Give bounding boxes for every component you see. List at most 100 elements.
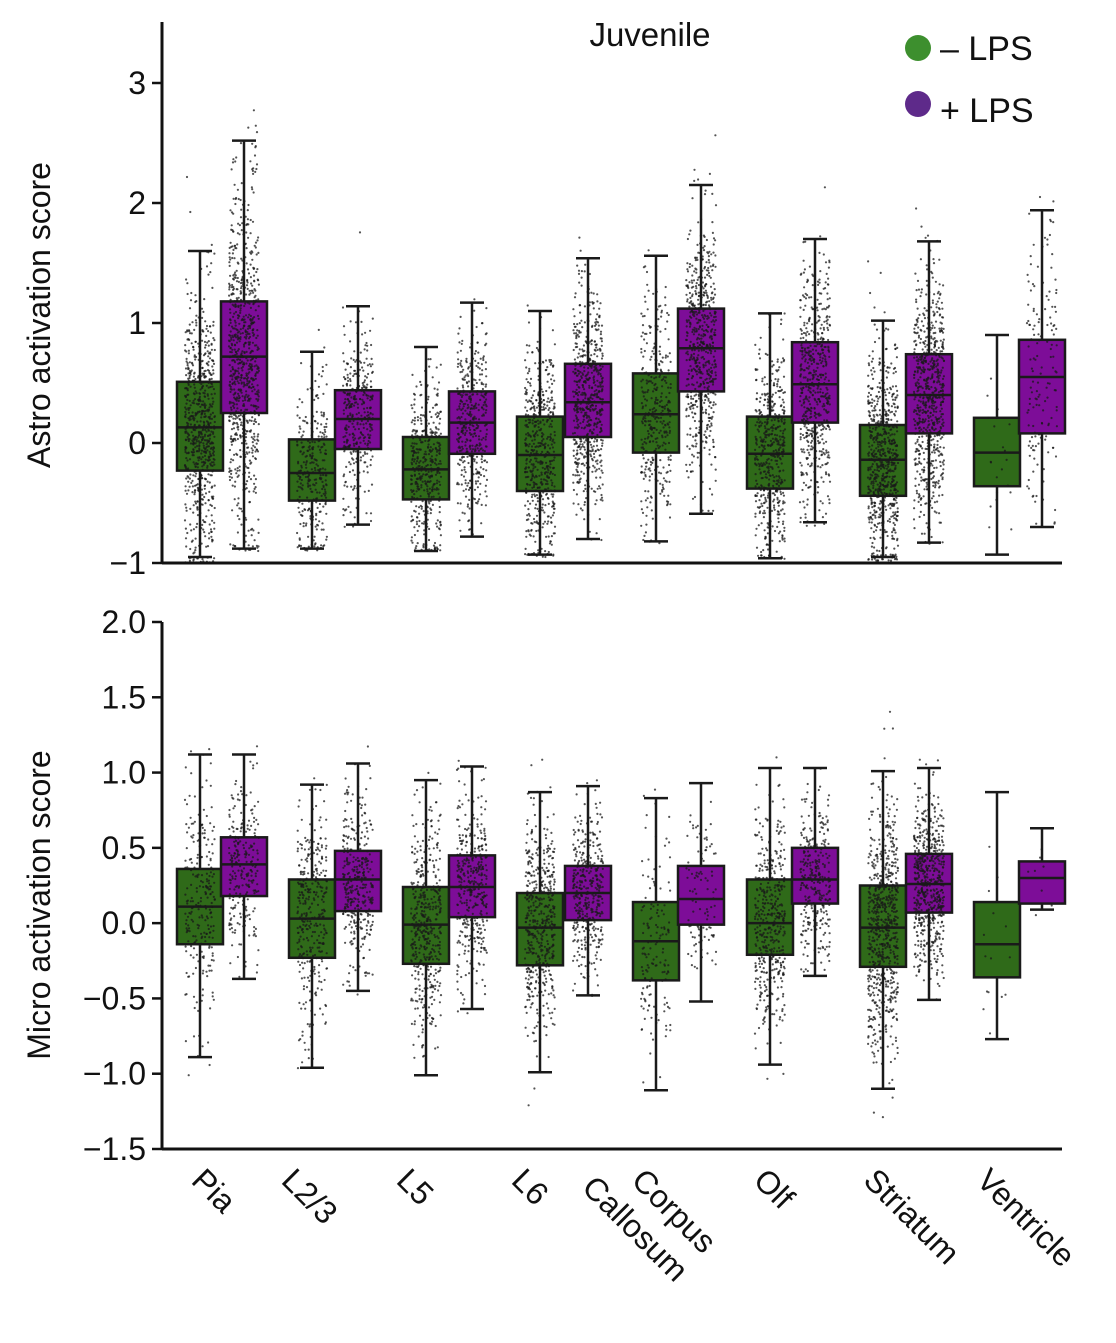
data-point bbox=[885, 417, 888, 421]
data-point bbox=[367, 489, 370, 492]
data-point bbox=[323, 494, 327, 497]
data-point bbox=[242, 257, 245, 260]
data-point bbox=[304, 475, 307, 479]
data-point bbox=[419, 380, 422, 383]
data-point bbox=[212, 320, 215, 323]
data-point bbox=[244, 314, 248, 317]
data-point bbox=[1010, 528, 1013, 531]
data-point bbox=[233, 343, 236, 346]
data-point bbox=[781, 451, 784, 454]
data-point bbox=[249, 367, 252, 370]
data-point bbox=[471, 444, 474, 447]
data-point bbox=[431, 376, 434, 379]
data-point bbox=[891, 395, 894, 398]
data-point bbox=[243, 264, 246, 267]
data-point bbox=[353, 401, 357, 404]
data-point bbox=[659, 373, 662, 376]
data-point bbox=[875, 549, 879, 552]
data-point bbox=[552, 511, 556, 514]
micro-box-l5-minus-lps bbox=[401, 778, 451, 1077]
data-point bbox=[754, 473, 757, 476]
data-point bbox=[547, 502, 550, 505]
data-point bbox=[781, 455, 784, 458]
data-point bbox=[254, 360, 257, 363]
data-point bbox=[236, 261, 239, 264]
data-point bbox=[193, 386, 196, 389]
data-point bbox=[254, 450, 257, 453]
data-point bbox=[248, 385, 251, 388]
data-point bbox=[322, 505, 325, 508]
data-point bbox=[759, 488, 762, 492]
data-point bbox=[649, 426, 652, 429]
data-point bbox=[205, 362, 208, 365]
data-point bbox=[434, 413, 437, 416]
data-point bbox=[317, 373, 321, 376]
data-point bbox=[524, 386, 527, 390]
data-point bbox=[358, 368, 361, 371]
data-point bbox=[660, 315, 663, 318]
data-point bbox=[184, 430, 187, 433]
data-point bbox=[210, 530, 213, 534]
data-point bbox=[234, 354, 237, 357]
data-point bbox=[649, 501, 652, 504]
data-point bbox=[321, 467, 324, 470]
data-point bbox=[199, 511, 202, 515]
data-point bbox=[642, 417, 645, 421]
data-point bbox=[533, 389, 536, 393]
data-point bbox=[534, 420, 538, 423]
data-point bbox=[551, 399, 554, 402]
data-point bbox=[770, 509, 774, 512]
data-point bbox=[246, 218, 249, 221]
data-point bbox=[780, 418, 783, 421]
data-point bbox=[208, 450, 211, 453]
data-point bbox=[418, 437, 421, 440]
data-point bbox=[342, 384, 345, 387]
data-point bbox=[310, 543, 313, 546]
data-point bbox=[778, 499, 781, 502]
data-point bbox=[867, 260, 870, 263]
data-point bbox=[322, 545, 325, 548]
data-point bbox=[871, 558, 874, 561]
data-point bbox=[553, 525, 557, 528]
data-point bbox=[661, 434, 664, 437]
data-point bbox=[255, 131, 259, 134]
data-point bbox=[188, 417, 191, 420]
data-point bbox=[550, 459, 554, 462]
data-point bbox=[369, 406, 372, 409]
data-point bbox=[211, 385, 214, 388]
data-point bbox=[439, 523, 442, 526]
data-point bbox=[657, 318, 660, 321]
data-point bbox=[989, 461, 993, 464]
data-point bbox=[527, 475, 530, 478]
data-point bbox=[426, 463, 429, 467]
data-point bbox=[782, 406, 786, 409]
data-point bbox=[663, 376, 666, 379]
data-point bbox=[867, 395, 870, 398]
data-point bbox=[439, 475, 443, 478]
data-point bbox=[537, 411, 541, 414]
data-point bbox=[546, 471, 549, 474]
data-point bbox=[201, 523, 204, 527]
data-point bbox=[439, 460, 442, 463]
data-point bbox=[867, 442, 870, 445]
data-point bbox=[779, 488, 782, 491]
data-point bbox=[343, 509, 347, 512]
data-point bbox=[778, 457, 782, 460]
data-point bbox=[878, 409, 882, 412]
data-point bbox=[881, 533, 884, 536]
data-point bbox=[309, 484, 312, 487]
data-point bbox=[553, 456, 556, 459]
data-point bbox=[433, 488, 436, 491]
data-point bbox=[248, 471, 251, 474]
data-point bbox=[360, 320, 363, 323]
data-point bbox=[869, 497, 872, 500]
data-point bbox=[543, 511, 546, 514]
data-point bbox=[321, 445, 324, 448]
data-point bbox=[647, 411, 650, 414]
data-point bbox=[193, 424, 196, 427]
data-point bbox=[348, 447, 351, 450]
data-point bbox=[531, 439, 534, 442]
data-point bbox=[891, 398, 895, 401]
data-point bbox=[892, 479, 895, 482]
data-point bbox=[540, 442, 543, 445]
